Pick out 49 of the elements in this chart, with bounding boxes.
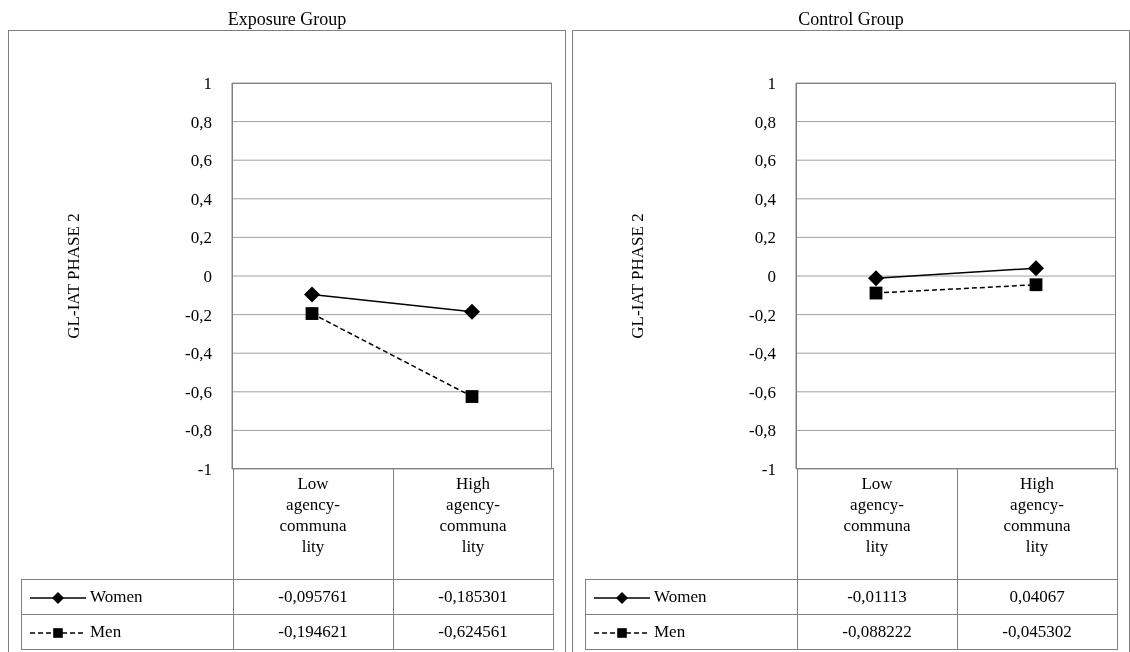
legend-label: Men: [585, 614, 797, 650]
data-label: -0,088222: [797, 614, 957, 650]
y-tick-label: -0,4: [185, 344, 213, 364]
y-tick-label: 0,8: [754, 112, 776, 132]
data-label: -0,194621: [233, 614, 393, 650]
point: [868, 270, 884, 287]
x-tick-label: High agency-communality: [438, 473, 508, 557]
data-label: -0,045302: [957, 614, 1117, 650]
legend-label: Women: [21, 579, 233, 615]
data-label: -0,01113: [797, 579, 957, 615]
y-tick-label: -0,8: [185, 421, 212, 441]
x-tick-label: Low agency-communality: [842, 473, 912, 557]
data-label: -0,624561: [393, 614, 553, 650]
x-tick-label: Low agency-communality: [278, 473, 348, 557]
data-label: -0,185301: [393, 579, 553, 615]
point: [304, 286, 320, 303]
y-tick-label: -0,4: [749, 344, 777, 364]
chart-title: Control Group: [797, 8, 905, 30]
y-tick-label: -1: [761, 460, 776, 480]
y-tick-label: 0,2: [190, 228, 212, 248]
y-tick-label: 0: [203, 267, 212, 287]
legend-label: Women: [585, 579, 797, 615]
y-tick-label: 0,2: [754, 228, 776, 248]
y-tick-label: -0,2: [185, 305, 212, 325]
y-tick-label: 0,6: [190, 151, 212, 171]
y-tick-label: 0,8: [190, 112, 212, 132]
point: [1028, 260, 1044, 277]
data-label: -0,095761: [233, 579, 393, 615]
y-axis-title: GL-IAT PHASE 2: [64, 213, 84, 339]
point: [464, 303, 480, 320]
y-axis-title: GL-IAT PHASE 2: [628, 213, 648, 339]
chart-title: Exposure Group: [226, 8, 348, 30]
y-tick-label: 1: [203, 74, 212, 94]
y-tick-label: -1: [197, 460, 212, 480]
y-tick-label: -0,2: [749, 305, 776, 325]
point: [305, 307, 319, 320]
y-tick-label: 1: [767, 74, 776, 94]
y-tick-label: -0,6: [749, 382, 776, 402]
y-tick-label: 0,6: [754, 151, 776, 171]
legend-label: Men: [21, 614, 233, 650]
y-tick-label: 0: [767, 267, 776, 287]
y-tick-label: -0,8: [749, 421, 776, 441]
x-tick-label: High agency-communality: [1002, 473, 1072, 557]
data-label: 0,04067: [957, 579, 1117, 615]
point: [1029, 278, 1043, 292]
point: [465, 390, 479, 403]
y-tick-label: 0,4: [190, 189, 213, 209]
y-tick-label: -0,6: [185, 382, 212, 402]
y-tick-label: 0,4: [754, 189, 777, 209]
